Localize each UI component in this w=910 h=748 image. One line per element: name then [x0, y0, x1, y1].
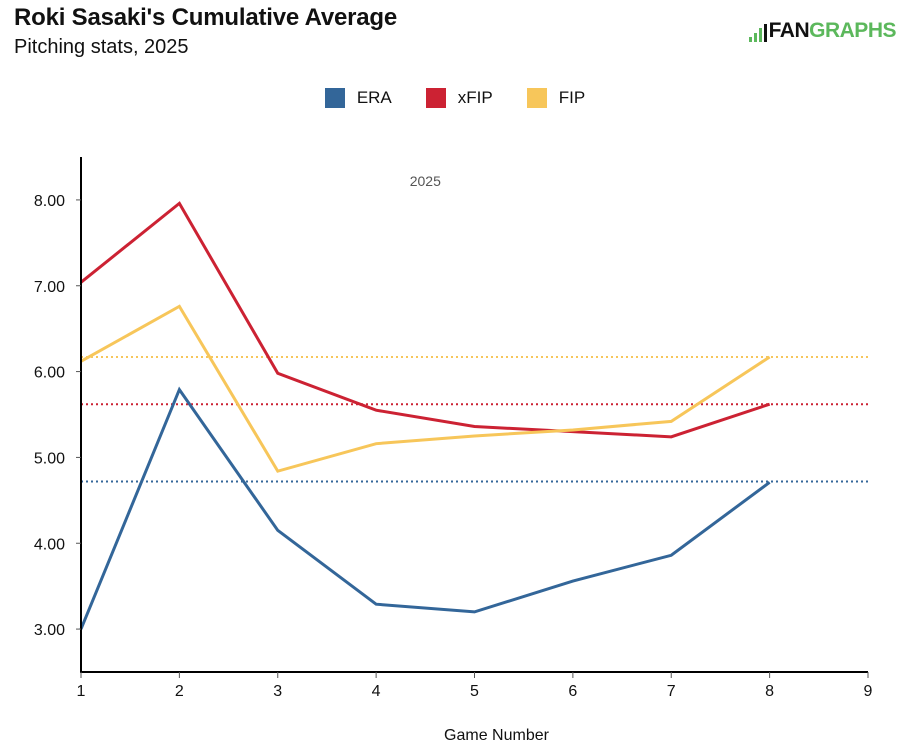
x-tick-label: 3: [273, 683, 282, 700]
y-tick-label: 6.00: [34, 365, 65, 382]
fangraphs-logo[interactable]: FAN GRAPHS: [748, 14, 896, 42]
legend-item-xfip[interactable]: xFIP: [425, 88, 493, 108]
x-tick-label: 7: [667, 683, 676, 700]
fangraphs-logo-icon: [748, 24, 767, 42]
x-tick-label: 2: [175, 683, 184, 700]
series-line-fip: [80, 304, 771, 473]
x-tick-label: 4: [372, 683, 381, 700]
legend-label-era: ERA: [356, 88, 392, 107]
x-tick-label: 6: [568, 683, 577, 700]
legend-label-xfip: xFIP: [457, 88, 493, 107]
series-line-xfip: [80, 201, 771, 439]
legend-swatch-fip: [526, 88, 547, 108]
legend: ERA xFIP FIP: [0, 88, 910, 108]
legend-label-fip: FIP: [558, 88, 586, 107]
series-line-era: [79, 386, 771, 630]
y-tick-label: 8.00: [34, 193, 65, 210]
y-tick-label: 7.00: [34, 279, 65, 296]
legend-item-era[interactable]: ERA: [324, 88, 392, 108]
legend-swatch-xfip: [425, 88, 446, 108]
chart-title: Roki Sasaki's Cumulative Average: [14, 4, 398, 31]
logo-text-graphs: GRAPHS: [809, 19, 896, 42]
chart-subtitle: Pitching stats, 2025: [14, 36, 189, 58]
legend-item-fip[interactable]: FIP: [526, 88, 586, 108]
axes: 3.00 4.00 5.00 6.00 7.00 8.00 1 2 3 4 5 6 7 8 9: [34, 157, 873, 700]
y-tick-label: 4.00: [34, 536, 65, 553]
legend-swatch-era: [324, 88, 345, 108]
x-tick-label: 1: [77, 683, 86, 700]
y-tick-label: 3.00: [34, 622, 65, 639]
season-annotation: 2025: [410, 173, 441, 189]
season-average-lines: [81, 355, 868, 483]
logo-text-fan: FAN: [768, 19, 810, 42]
x-axis-title: Game Number: [444, 727, 550, 744]
x-tick-label: 8: [765, 683, 774, 700]
y-tick-label: 5.00: [34, 450, 65, 467]
x-tick-label: 5: [470, 683, 479, 700]
series-lines: [79, 201, 771, 630]
x-tick-label: 9: [864, 683, 873, 700]
